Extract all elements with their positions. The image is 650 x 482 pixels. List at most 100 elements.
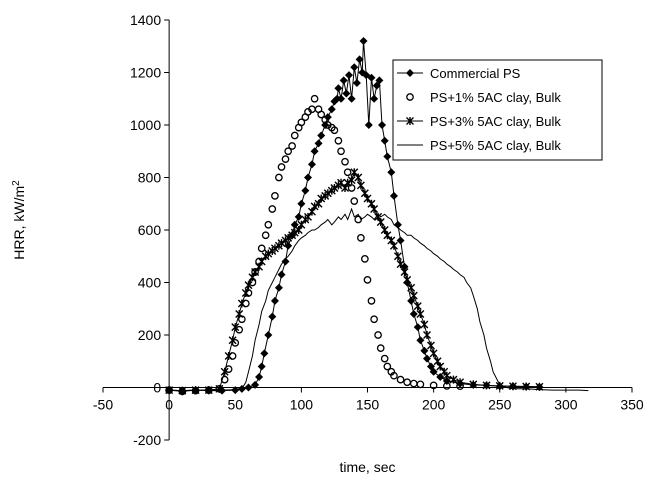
- series-4: [169, 207, 589, 392]
- data-point: [339, 76, 348, 85]
- data-point: [330, 184, 339, 192]
- data-point: [228, 336, 237, 345]
- data-point: [310, 94, 319, 103]
- data-point: [244, 281, 253, 290]
- data-point: [390, 371, 398, 380]
- data-point: [277, 239, 286, 248]
- data-point: [352, 79, 361, 87]
- y-tick-label: 600: [138, 222, 162, 238]
- data-point: [297, 199, 306, 208]
- data-point: [337, 94, 346, 103]
- data-point: [429, 349, 438, 358]
- data-point: [251, 380, 260, 389]
- data-point: [350, 197, 359, 205]
- data-point: [334, 136, 343, 145]
- data-point: [317, 110, 326, 119]
- data-point: [307, 160, 316, 169]
- series-line: [169, 171, 540, 392]
- data-point: [416, 336, 425, 345]
- data-point: [423, 331, 432, 339]
- data-point: [303, 212, 312, 221]
- data-point: [357, 234, 365, 242]
- data-point: [235, 310, 244, 318]
- data-point: [270, 244, 279, 253]
- data-point: [436, 362, 445, 371]
- data-point: [290, 131, 299, 140]
- data-point: [337, 147, 345, 156]
- x-tick-label: 50: [227, 397, 243, 413]
- data-point: [370, 315, 378, 324]
- data-point: [231, 386, 240, 395]
- y-axis-title: HRR, kW/m2: [11, 180, 27, 260]
- y-tick-label: 1200: [130, 65, 161, 81]
- data-point: [330, 126, 339, 135]
- data-point: [383, 152, 392, 161]
- y-tick-label: 800: [138, 170, 162, 186]
- y-tick-label: -200: [133, 432, 161, 448]
- data-point: [363, 276, 372, 284]
- data-point: [231, 323, 240, 332]
- data-point: [342, 89, 351, 98]
- y-tick-label: 200: [138, 327, 162, 343]
- data-point: [297, 118, 306, 127]
- data-point: [403, 275, 412, 284]
- data-point: [244, 383, 253, 392]
- y-tick-label: 1400: [130, 12, 161, 28]
- data-point: [383, 231, 392, 240]
- x-tick-label: 150: [356, 397, 380, 413]
- data-point: [341, 157, 349, 166]
- data-point: [396, 236, 405, 245]
- x-tick-label: -50: [93, 397, 113, 413]
- y-axis-title-main: HRR, kW/m: [11, 186, 27, 260]
- data-point: [237, 299, 246, 308]
- data-point: [264, 220, 273, 229]
- series-layer: [165, 37, 589, 396]
- x-tick-label: 350: [620, 397, 644, 413]
- data-point: [314, 139, 323, 148]
- data-point: [429, 381, 438, 390]
- data-point: [290, 228, 299, 237]
- series-line: [169, 207, 589, 392]
- data-point: [374, 331, 382, 339]
- data-point: [264, 331, 273, 339]
- data-point: [241, 289, 250, 297]
- x-tick-label: 250: [488, 397, 512, 413]
- data-point: [317, 194, 326, 203]
- data-point: [409, 310, 418, 318]
- data-point: [380, 354, 389, 363]
- legend-label: PS+3% 5AC clay, Bulk: [430, 114, 561, 129]
- data-point: [347, 94, 356, 103]
- data-point: [393, 252, 402, 261]
- data-point: [400, 268, 409, 276]
- data-point: [383, 362, 392, 371]
- data-point: [370, 205, 379, 213]
- data-point: [361, 255, 369, 263]
- data-point: [359, 37, 368, 45]
- legend-swatch: [406, 93, 414, 101]
- data-point: [426, 341, 435, 350]
- x-axis-title: time, sec: [339, 459, 395, 475]
- data-point: [389, 191, 398, 200]
- data-point: [264, 249, 273, 258]
- data-point: [257, 362, 266, 371]
- series-3: [165, 168, 544, 395]
- data-point: [288, 142, 296, 150]
- data-point: [343, 178, 352, 187]
- data-point: [251, 268, 260, 276]
- y-tick-label: 0: [153, 380, 161, 396]
- data-point: [334, 84, 343, 93]
- data-point: [215, 384, 224, 393]
- data-point: [284, 147, 292, 156]
- data-point: [442, 382, 451, 390]
- data-point: [284, 233, 293, 242]
- legend-label: Commercial PS: [430, 66, 521, 81]
- data-point: [376, 218, 385, 227]
- data-point: [303, 173, 312, 182]
- axes-layer: -200 0 200 400 600 800 1000 1200 1400 -50 0 50 100 15…: [93, 12, 644, 448]
- legend-label: PS+5% 5AC clay, Bulk: [430, 138, 561, 153]
- data-point: [355, 55, 364, 64]
- data-point: [220, 367, 229, 376]
- x-tick-label: 300: [554, 397, 578, 413]
- data-point: [261, 231, 270, 240]
- data-point: [420, 346, 429, 355]
